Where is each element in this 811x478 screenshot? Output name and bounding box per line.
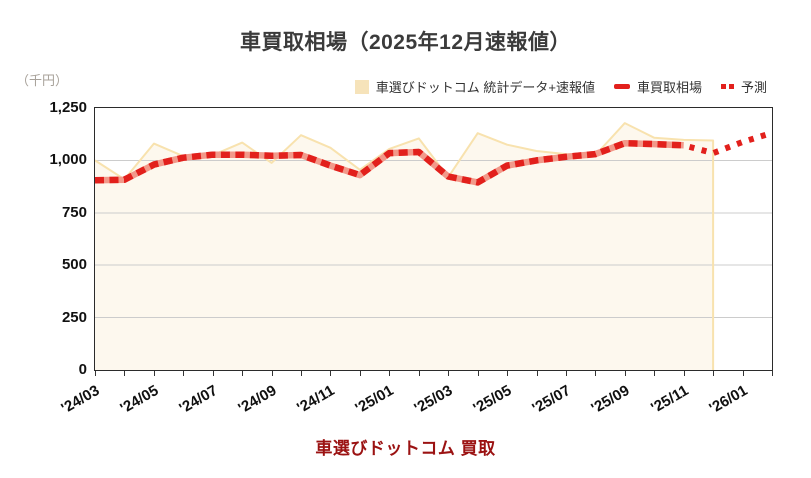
footer-site-link[interactable]: 車選びドットコム 買取: [315, 439, 496, 458]
x-axis-tick: [212, 371, 214, 376]
x-axis-label: '25/01: [352, 382, 397, 418]
x-axis-label: '25/07: [529, 382, 574, 418]
x-axis-tick: [153, 371, 155, 376]
legend-forecast-label: 予測: [740, 80, 767, 95]
y-axis-label: 0: [78, 361, 87, 378]
x-axis-label: '24/09: [234, 382, 280, 418]
x-axis-tick: [389, 371, 391, 376]
x-axis-tick: [242, 371, 244, 376]
x-axis-tick: [271, 371, 273, 376]
x-axis-tick: [536, 371, 538, 376]
price-chart-svg: [95, 122, 772, 370]
y-axis-label: 1,250: [49, 99, 87, 116]
x-axis-label: '26/01: [705, 382, 751, 418]
x-axis-label: '25/03: [411, 382, 456, 418]
x-axis-label: '24/05: [117, 382, 162, 418]
x-axis-tick: [772, 371, 773, 376]
x-axis-label: '25/05: [470, 382, 515, 418]
legend-actual-label: 車買取相場: [636, 80, 702, 95]
x-axis-label: '25/11: [647, 382, 692, 417]
legend-area-label: 車選びドットコム 統計データ+速報値: [375, 80, 595, 95]
area-swatch-icon: [354, 79, 369, 94]
x-axis-label: '24/07: [176, 382, 221, 418]
x-axis-tick: [624, 371, 626, 376]
x-axis-tick: [359, 371, 361, 376]
x-axis-tick: [654, 371, 656, 376]
y-axis-label: 250: [61, 308, 87, 326]
x-axis-tick: [477, 371, 479, 376]
dotted-line-swatch-icon: [720, 84, 734, 89]
y-axis-label: 750: [61, 203, 87, 221]
x-axis-tick: [742, 371, 744, 376]
legend-item-forecast: 予測: [720, 77, 767, 96]
x-axis-tick: [448, 371, 450, 376]
x-axis-tick: [565, 371, 567, 376]
x-axis-tick: [507, 371, 509, 376]
x-axis-tick: [124, 371, 126, 376]
x-axis-tick: [183, 371, 185, 376]
chart-title: 車買取相場（2025年12月速報値）: [239, 31, 572, 54]
y-axis-unit-label: （千円）: [16, 73, 69, 88]
x-axis-label: '24/11: [294, 382, 338, 417]
x-axis-label: '25/09: [588, 382, 633, 418]
x-axis-tick: [418, 371, 420, 376]
x-axis-tick: [330, 371, 332, 376]
x-axis-tick: [301, 371, 303, 376]
x-axis-tick: [713, 371, 715, 376]
y-axis-label: 1,000: [49, 151, 87, 169]
legend-item-area: 車選びドットコム 統計データ+速報値: [354, 77, 595, 96]
x-axis-tick: [95, 371, 96, 376]
dashed-line-swatch-icon: [613, 84, 630, 89]
legend: 車選びドットコム 統計データ+速報値 車買取相場 予測: [354, 77, 767, 96]
plot-area: [94, 107, 773, 371]
x-axis-tick: [683, 371, 685, 376]
y-axis-label: 500: [61, 256, 87, 274]
x-axis-label: '24/03: [58, 382, 103, 418]
x-axis-tick: [595, 371, 597, 376]
legend-item-actual: 車買取相場: [613, 77, 702, 96]
